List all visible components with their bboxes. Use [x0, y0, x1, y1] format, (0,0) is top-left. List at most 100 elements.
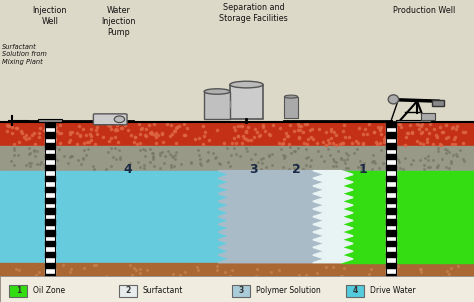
- Point: [377, 132, 384, 137]
- Bar: [38, 119, 62, 122]
- Point: [443, 268, 451, 273]
- Point: [107, 146, 114, 151]
- Point: [68, 130, 76, 134]
- Point: [112, 127, 120, 131]
- Point: [166, 152, 174, 156]
- Point: [371, 160, 379, 165]
- Bar: [421, 113, 435, 120]
- Point: [292, 149, 299, 154]
- Point: [114, 281, 121, 285]
- Point: [364, 295, 371, 300]
- Point: [26, 161, 33, 165]
- Point: [252, 283, 260, 288]
- Point: [265, 153, 273, 158]
- Bar: [386, 143, 396, 149]
- Point: [58, 131, 65, 136]
- Point: [65, 140, 73, 145]
- Point: [205, 137, 213, 142]
- Point: [203, 281, 211, 286]
- Point: [44, 153, 51, 158]
- Point: [220, 141, 228, 146]
- Point: [172, 149, 179, 154]
- Point: [304, 297, 312, 301]
- Point: [436, 141, 444, 146]
- Ellipse shape: [284, 95, 298, 98]
- Point: [304, 283, 311, 288]
- Point: [147, 129, 155, 134]
- Point: [107, 136, 114, 141]
- Bar: [341, 171, 474, 263]
- Point: [340, 265, 348, 270]
- Point: [146, 123, 153, 127]
- Point: [194, 268, 201, 273]
- Point: [41, 295, 49, 300]
- Point: [167, 163, 175, 168]
- Bar: [396, 120, 431, 122]
- Point: [97, 285, 105, 290]
- Bar: [386, 219, 396, 225]
- Point: [329, 164, 337, 169]
- Point: [136, 165, 143, 169]
- Point: [4, 124, 12, 128]
- Point: [195, 136, 202, 141]
- Point: [68, 154, 76, 159]
- Point: [285, 167, 292, 172]
- Point: [376, 126, 384, 131]
- Point: [345, 292, 353, 297]
- Point: [434, 162, 442, 167]
- Point: [378, 148, 385, 153]
- Bar: [45, 176, 55, 181]
- Bar: [386, 208, 396, 214]
- Point: [416, 266, 423, 271]
- Point: [74, 158, 82, 162]
- Text: 1: 1: [16, 286, 21, 295]
- Point: [459, 141, 466, 146]
- Point: [446, 165, 453, 170]
- Point: [17, 129, 25, 133]
- Point: [401, 142, 409, 147]
- Point: [190, 279, 197, 284]
- Point: [306, 128, 314, 133]
- Point: [152, 134, 160, 139]
- Point: [88, 127, 95, 131]
- Point: [122, 289, 129, 294]
- Point: [196, 156, 204, 161]
- Point: [332, 160, 339, 165]
- Text: 2: 2: [125, 286, 130, 295]
- Point: [276, 126, 284, 130]
- Text: Polymer Solution: Polymer Solution: [256, 286, 321, 295]
- Point: [114, 139, 122, 144]
- Bar: [0, 276, 474, 302]
- Text: Drive Water: Drive Water: [370, 286, 415, 295]
- Point: [141, 132, 148, 137]
- Point: [150, 164, 157, 169]
- Point: [452, 142, 459, 146]
- Point: [393, 157, 401, 162]
- Point: [213, 127, 220, 132]
- FancyBboxPatch shape: [93, 114, 127, 125]
- Point: [92, 262, 100, 267]
- Point: [367, 267, 374, 271]
- Text: Oil Zone: Oil Zone: [33, 286, 65, 295]
- Point: [232, 151, 240, 156]
- Point: [181, 270, 189, 275]
- Point: [365, 122, 373, 127]
- Point: [426, 122, 434, 127]
- Point: [442, 165, 450, 169]
- Point: [91, 166, 98, 171]
- Point: [279, 142, 286, 146]
- Point: [136, 148, 144, 153]
- Point: [260, 296, 268, 301]
- Point: [354, 146, 361, 151]
- Point: [219, 292, 227, 297]
- Bar: [386, 274, 396, 279]
- Point: [159, 280, 167, 284]
- Point: [83, 139, 91, 144]
- Point: [80, 266, 88, 271]
- Point: [136, 271, 144, 275]
- Point: [360, 132, 367, 137]
- Point: [436, 125, 443, 130]
- Point: [303, 286, 311, 291]
- Point: [419, 142, 427, 146]
- Point: [408, 161, 415, 166]
